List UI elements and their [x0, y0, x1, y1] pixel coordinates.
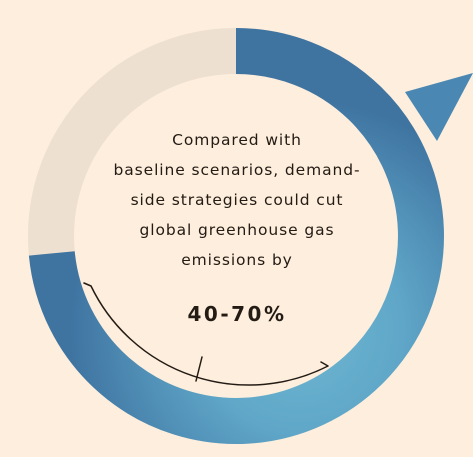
statement-line-3: side strategies could cut — [130, 191, 344, 209]
range-bracket-tick — [195, 356, 203, 382]
reduction-arc — [28, 28, 444, 444]
arc-pointer — [405, 73, 473, 141]
statement-line-4: global greenhouse gas — [139, 221, 335, 239]
statement-line-5: emissions by — [181, 251, 293, 269]
statement-text: Compared with baseline scenarios, demand… — [92, 125, 382, 275]
range-bracket — [83, 282, 329, 386]
statement-line-2: baseline scenarios, demand- — [113, 161, 361, 179]
statement-line-1: Compared with — [172, 131, 302, 149]
reduction-range-value: 40-70% — [187, 302, 287, 326]
